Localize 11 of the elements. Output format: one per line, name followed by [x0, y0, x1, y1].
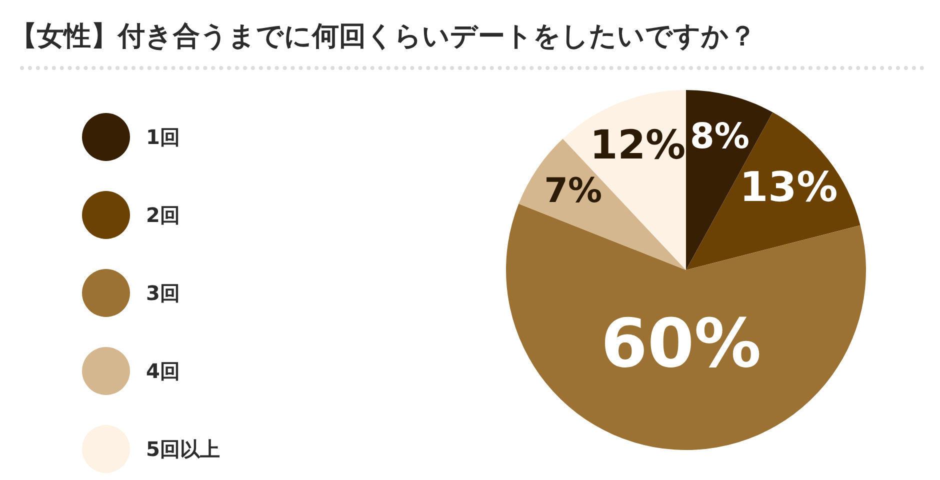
data-label: 13% [740, 163, 838, 212]
legend-label: 5回以上 [146, 436, 220, 462]
data-label: 7% [544, 171, 602, 212]
legend-label: 3回 [146, 280, 180, 306]
data-label: 12% [590, 122, 686, 169]
legend-label: 1回 [146, 124, 180, 150]
legend-label: 2回 [146, 202, 180, 228]
data-label: 8% [690, 116, 750, 157]
legend-label: 4回 [146, 358, 180, 384]
chart-title: 【女性】付き合うまでに何回くらいデートをしたいですか？ [10, 20, 756, 54]
data-label: 60% [600, 304, 762, 382]
